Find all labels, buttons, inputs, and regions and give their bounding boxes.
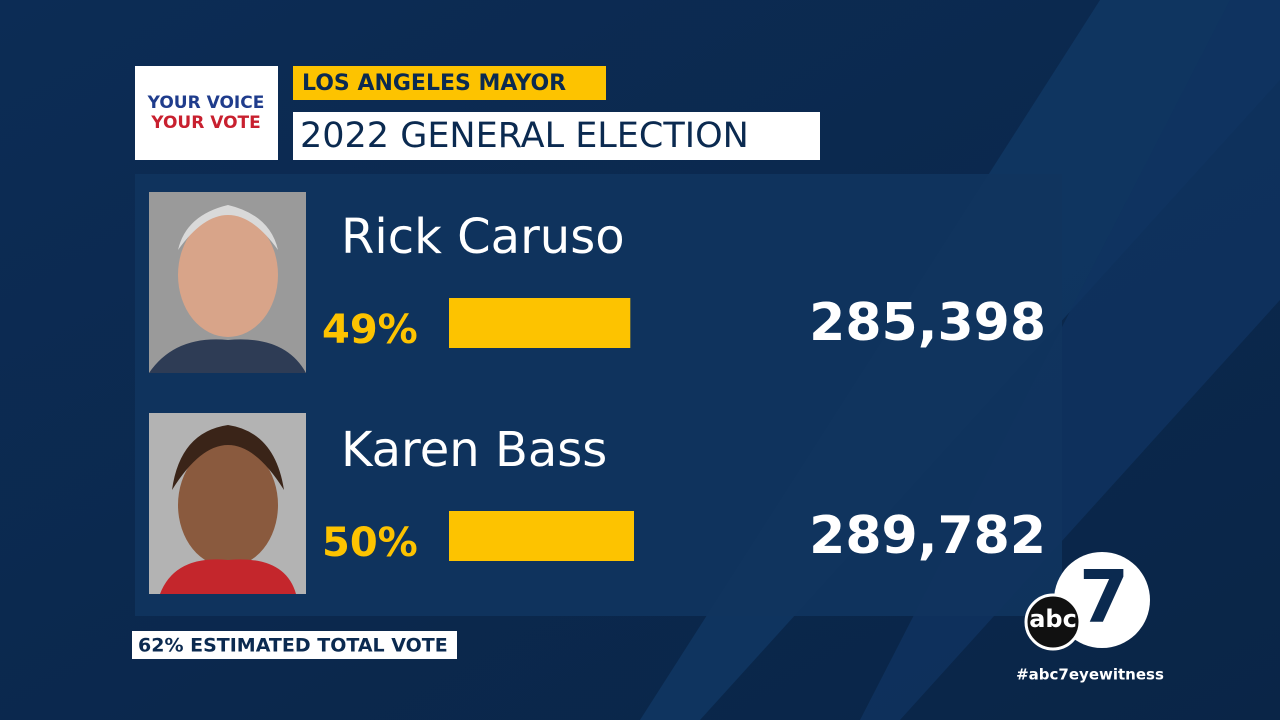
percent-label: 49% bbox=[322, 307, 418, 353]
title: 2022 GENERAL ELECTION bbox=[300, 116, 749, 156]
vote-count: 289,782 bbox=[809, 506, 1046, 566]
logo-circle bbox=[1024, 593, 1082, 651]
percent-label: 50% bbox=[322, 520, 418, 566]
candidate-name: Karen Bass bbox=[341, 422, 607, 478]
footer: 62% ESTIMATED TOTAL VOTE bbox=[138, 635, 448, 657]
bar bbox=[449, 511, 634, 561]
logo-text: abc bbox=[1029, 605, 1077, 633]
candidate-name: Rick Caruso bbox=[341, 209, 625, 265]
badge bbox=[135, 66, 278, 160]
race: LOS ANGELES MAYOR bbox=[302, 71, 566, 96]
bar bbox=[449, 298, 631, 348]
hashtag: #abc7eyewitness bbox=[1016, 666, 1164, 684]
photo bbox=[149, 413, 306, 594]
race-box bbox=[293, 66, 606, 100]
badge-text: YOUR VOTE bbox=[150, 113, 261, 133]
title-box bbox=[293, 112, 820, 160]
photo bbox=[149, 192, 306, 373]
footer-box bbox=[132, 631, 457, 659]
logo-text: 7 bbox=[1079, 555, 1129, 639]
badge-text: YOUR VOICE bbox=[147, 93, 265, 113]
vote-count: 285,398 bbox=[809, 293, 1046, 353]
